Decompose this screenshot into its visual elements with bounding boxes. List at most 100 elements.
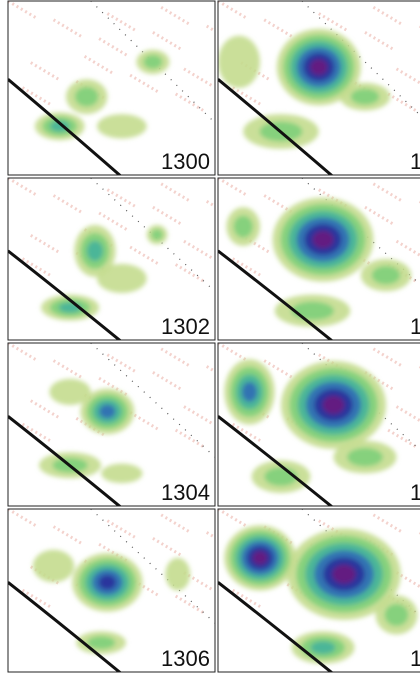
time-label: 1302 — [161, 314, 210, 339]
clutter-streak — [8, 178, 39, 198]
echo-blob — [384, 603, 409, 627]
clutter-streak — [106, 519, 139, 541]
clutter-streak — [174, 92, 207, 114]
time-label: 1312 — [410, 480, 420, 505]
clutter-streak — [395, 571, 420, 589]
coastline — [8, 581, 122, 672]
clutter-streak — [160, 513, 192, 535]
echo-blob — [312, 230, 334, 249]
clutter-streak — [231, 257, 264, 278]
radar-panel: 1304 — [8, 343, 215, 506]
panel-frame — [217, 0, 420, 176]
radar-panel: 1312 — [218, 343, 420, 506]
range-line — [90, 1, 215, 124]
coastline — [218, 415, 334, 506]
echo-blob — [371, 266, 401, 285]
echo-blob — [49, 378, 91, 405]
echo-blob — [322, 395, 345, 415]
clutter-streak — [318, 188, 350, 209]
clutter-streak — [29, 234, 62, 255]
echo-blob — [347, 447, 383, 467]
clutter-streak — [152, 537, 184, 558]
echo-blob — [97, 114, 147, 139]
echo-blob — [151, 229, 163, 241]
echo-blob — [74, 86, 99, 107]
echo-blob — [143, 55, 163, 69]
echo-group — [32, 549, 191, 655]
echo-group — [224, 525, 418, 664]
echo-blob — [165, 557, 191, 591]
clutter-streak — [364, 31, 396, 52]
time-label: 1308 — [410, 149, 420, 174]
clutter-streak — [372, 513, 405, 535]
clutter-streak — [231, 86, 264, 107]
clutter-streak — [106, 353, 139, 375]
clutter-streak — [263, 359, 295, 380]
panel-background — [8, 1, 215, 175]
clutter-streak — [21, 422, 54, 444]
coastline — [218, 78, 334, 175]
clutter-streak — [372, 182, 405, 204]
echo-blob — [32, 549, 75, 583]
echo-blob — [332, 564, 356, 584]
coastline — [8, 249, 122, 340]
radar-panel: 1310 — [218, 178, 420, 340]
echo-blob — [218, 35, 260, 88]
clutter-streak — [21, 86, 54, 107]
clutter-streak — [8, 343, 39, 363]
clutter-streak — [152, 205, 184, 227]
radar-panel: 1300 — [8, 1, 215, 175]
clutter-streak — [372, 5, 405, 27]
clutter-streak — [129, 411, 161, 432]
time-label: 1306 — [161, 646, 210, 671]
radar-panel: 1314 — [218, 509, 420, 672]
echo-blob — [252, 551, 268, 565]
clutter-streak — [218, 343, 249, 363]
echo-group — [224, 359, 397, 493]
echo-blob — [310, 59, 328, 76]
clutter-streak — [205, 365, 215, 374]
time-label: 1314 — [410, 646, 420, 671]
coastline — [218, 249, 334, 340]
clutter-streak — [52, 359, 85, 380]
echo-blob — [97, 263, 147, 294]
clutter-streak — [387, 92, 419, 114]
clutter-streak — [174, 428, 207, 450]
clutter-streak — [183, 239, 215, 261]
echo-group — [39, 378, 143, 484]
echo-blob — [291, 301, 334, 320]
clutter-streak — [75, 417, 108, 438]
clutter-streak — [29, 399, 62, 420]
clutter-streak — [129, 73, 161, 95]
clutter-streak — [395, 239, 420, 258]
echo-blob — [98, 575, 116, 590]
coastline — [218, 581, 334, 672]
clutter-streak — [218, 178, 249, 198]
clutter-streak — [183, 405, 215, 426]
panel-frame — [217, 177, 420, 341]
echo-blob — [87, 636, 116, 650]
clutter-streak — [318, 353, 350, 375]
clutter-streak — [160, 182, 192, 204]
echo-blob — [350, 88, 380, 105]
clutter-streak — [231, 588, 264, 610]
panel-frame — [217, 508, 420, 673]
clutter-streak — [52, 525, 85, 546]
time-label: 1304 — [161, 480, 210, 505]
echo-blob — [99, 404, 116, 419]
clutter-streak — [218, 1, 249, 21]
clutter-streak — [160, 347, 192, 369]
radar-panel: 1308 — [218, 1, 420, 175]
clutter-streak — [52, 194, 85, 215]
clutter-streak — [21, 588, 54, 610]
echo-blob — [310, 641, 336, 654]
coastline — [8, 78, 122, 175]
echo-blob — [101, 463, 143, 484]
clutter-streak — [231, 422, 264, 444]
clutter-streak — [263, 18, 295, 40]
clutter-streak — [205, 24, 215, 33]
clutter-streak — [387, 428, 419, 450]
clutter-streak — [98, 542, 130, 564]
clutter-streak — [318, 12, 350, 33]
clutter-streak — [183, 67, 215, 89]
